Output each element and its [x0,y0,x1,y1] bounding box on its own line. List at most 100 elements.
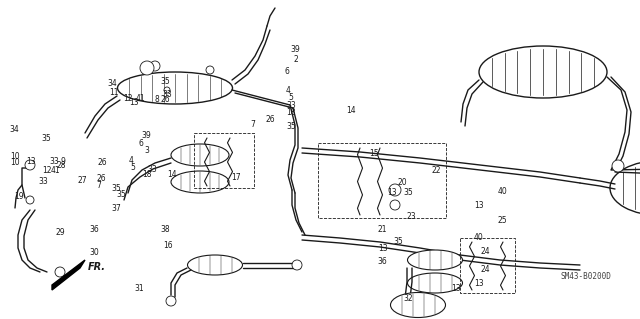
Text: 5: 5 [131,163,136,172]
Text: 10: 10 [10,158,20,167]
Text: 4: 4 [285,86,291,95]
Text: 35: 35 [393,237,403,246]
Text: 40: 40 [497,187,508,196]
Text: 36: 36 [378,257,388,266]
Text: 14: 14 [166,170,177,179]
Ellipse shape [408,273,463,293]
Text: 3: 3 [145,146,150,155]
Ellipse shape [408,250,463,270]
Circle shape [25,160,35,170]
Text: 6: 6 [138,139,143,148]
Text: 35: 35 [286,122,296,130]
Text: 39: 39 [141,131,151,140]
Circle shape [389,184,401,196]
Text: 27: 27 [77,176,87,185]
Text: 29: 29 [56,228,66,237]
Text: 26: 26 [160,95,170,104]
Text: 35: 35 [41,134,51,143]
Text: 38: 38 [160,225,170,234]
Text: 33: 33 [38,177,49,186]
Text: 15: 15 [369,149,380,158]
Circle shape [55,267,65,277]
Text: 37: 37 [111,204,122,213]
Circle shape [164,87,170,93]
Text: 35: 35 [403,189,413,197]
Circle shape [140,61,154,75]
Text: SM43-B0200D: SM43-B0200D [561,272,611,281]
Polygon shape [52,260,85,290]
Text: 26: 26 [265,115,275,124]
Text: 7: 7 [97,181,102,190]
Text: 41: 41 [136,94,146,103]
Text: 2: 2 [293,55,298,63]
Text: 24: 24 [480,247,490,256]
Text: 35: 35 [116,190,127,199]
Text: 40: 40 [474,233,484,242]
Ellipse shape [188,255,243,275]
Text: 20: 20 [397,178,407,187]
Text: 33: 33 [147,165,157,174]
Text: 18: 18 [287,108,296,117]
Text: 35: 35 [111,184,122,193]
Bar [460,238,515,293]
Text: 13: 13 [378,244,388,253]
Circle shape [612,160,624,172]
Circle shape [26,196,34,204]
Text: 7: 7 [250,120,255,129]
Text: 28: 28 [56,161,65,170]
Text: 32: 32 [403,294,413,303]
Text: FR.: FR. [88,262,106,272]
Circle shape [292,260,302,270]
Text: 26: 26 [97,158,108,167]
Text: 9: 9 [60,157,65,166]
Text: 11: 11 [109,88,118,97]
Text: 4: 4 [129,156,134,165]
Text: 12: 12 [124,94,132,103]
Circle shape [390,200,400,210]
Text: 13: 13 [451,284,461,293]
Text: 33: 33 [49,157,60,166]
Text: 22: 22 [432,166,441,175]
Text: 34: 34 [107,79,117,88]
Text: 26: 26 [96,174,106,182]
Text: 33: 33 [163,90,173,99]
Circle shape [206,66,214,74]
Text: 33: 33 [286,101,296,110]
Ellipse shape [390,293,445,317]
Text: 5: 5 [289,93,294,102]
Ellipse shape [479,46,607,98]
Text: 16: 16 [163,241,173,250]
Text: 6: 6 [284,67,289,76]
Ellipse shape [610,160,640,216]
Bar [194,133,254,188]
Text: 18: 18 [143,170,152,179]
Text: 14: 14 [346,106,356,115]
Text: 35: 35 [160,77,170,86]
Text: 41: 41 [51,166,61,175]
Text: 19: 19 [14,192,24,201]
Text: 13: 13 [387,189,397,197]
Text: 23: 23 [406,212,416,221]
Text: 10: 10 [10,152,20,161]
Text: 13: 13 [474,279,484,288]
Bar [318,143,446,218]
Ellipse shape [171,144,229,166]
Text: 24: 24 [480,265,490,274]
Text: 17: 17 [230,173,241,182]
Text: 31: 31 [134,284,145,293]
Text: 39: 39 [291,45,301,54]
Text: 21: 21 [378,225,387,234]
Text: 13: 13 [129,98,140,107]
Text: 12: 12 [42,166,51,175]
Text: 13: 13 [474,201,484,210]
Text: 36: 36 [90,225,100,234]
Ellipse shape [118,72,232,104]
Text: 30: 30 [90,248,100,256]
Circle shape [150,61,160,71]
Circle shape [166,296,176,306]
Ellipse shape [171,171,229,193]
Text: 34: 34 [9,125,19,134]
Text: 8: 8 [154,95,159,104]
Text: 13: 13 [26,157,36,166]
Text: 25: 25 [497,216,508,225]
